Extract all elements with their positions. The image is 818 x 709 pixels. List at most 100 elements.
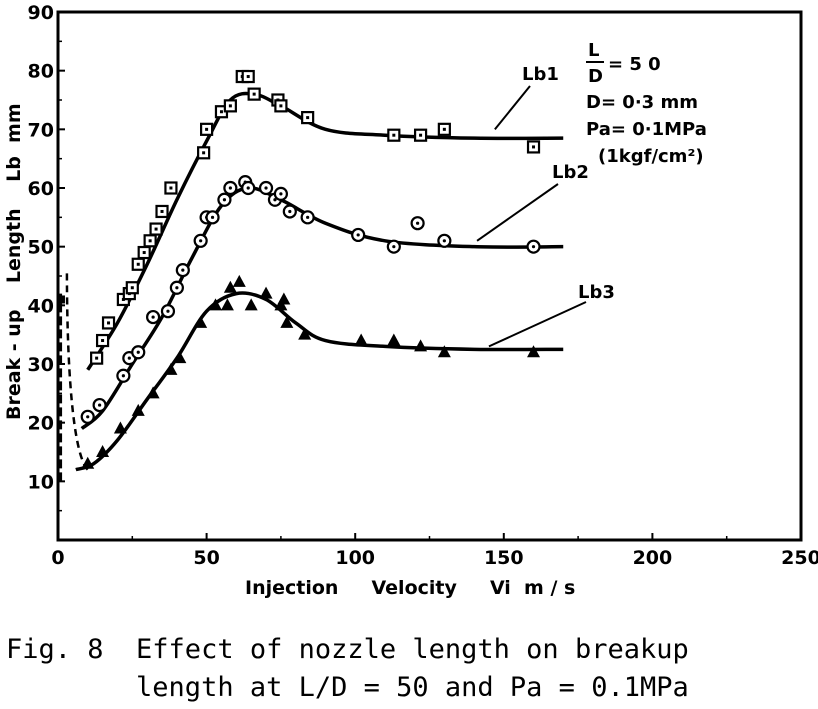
data-point-lb2-dot <box>98 403 102 407</box>
data-point-lb3 <box>131 403 145 416</box>
data-point-lb1-dot <box>228 104 232 108</box>
data-point-lb2-dot <box>151 315 155 319</box>
data-point-lb3 <box>164 362 178 375</box>
data-point-lb2-dot <box>166 309 170 313</box>
x-tick-label: 150 <box>484 547 524 569</box>
data-point-lb1-dot <box>136 262 140 266</box>
data-point-lb3 <box>527 345 541 358</box>
leader-lb2 <box>476 183 559 242</box>
data-point-lb1-dot <box>205 127 209 131</box>
data-point-lb2-dot <box>392 245 396 249</box>
data-point-lb2-dot <box>199 239 203 243</box>
data-point-lb1-dot <box>148 239 152 243</box>
data-point-lb2-dot <box>127 356 131 360</box>
data-point-lb2-dot <box>181 268 185 272</box>
data-point-lb3 <box>298 327 312 340</box>
x-tick-label: 50 <box>193 547 219 569</box>
tick-labels: 0 50 100 150 200 250 10 20 30 40 50 60 70 80 90 <box>28 2 818 569</box>
data-point-lb3 <box>437 345 451 358</box>
data-point-lb3 <box>194 315 208 328</box>
data-point-lb3 <box>209 298 223 311</box>
data-point-lb3 <box>146 386 160 399</box>
y-tick-label: 10 <box>28 471 54 493</box>
data-point-lb1-dot <box>169 186 173 190</box>
figure-caption-line-2: length at L/D = 50 and Pa = 0.1MPa <box>6 672 689 703</box>
data-point-lb1-dot <box>246 75 250 79</box>
series-curve-3 <box>75 291 564 472</box>
data-point-lb2-dot <box>121 374 125 378</box>
series-curve-1 <box>86 91 564 371</box>
data-point-lb1-dot <box>101 339 105 343</box>
y-tick-label: 70 <box>28 119 54 141</box>
data-point-lb3 <box>280 315 294 328</box>
data-point-lb1-dot <box>202 151 206 155</box>
data-point-lb2-dot <box>416 221 420 225</box>
x-tick-label: 0 <box>51 547 64 569</box>
y-tick-label: 60 <box>28 178 54 200</box>
data-point-lb1-dot <box>392 133 396 137</box>
data-point-lb2-dot <box>210 215 215 219</box>
y-tick-label: 90 <box>28 2 54 24</box>
series-label-lb3: Lb3 <box>578 282 615 303</box>
data-point-lb2-dot <box>442 239 446 243</box>
data-point-lb1-dot <box>252 92 256 96</box>
data-point-lb1-dot <box>160 209 164 213</box>
data-point-lb3 <box>113 421 127 434</box>
y-tick-label: 20 <box>28 413 54 435</box>
x-tick-label: 100 <box>335 547 375 569</box>
data-point-lb3 <box>81 456 95 469</box>
y-tick-label: 30 <box>28 354 54 376</box>
pressure-alt-label: (1kgf/cm²) <box>598 146 704 167</box>
series-label-lb1: Lb1 <box>522 64 559 85</box>
data-point-lb3 <box>277 292 291 305</box>
data-point-lb3 <box>387 333 401 346</box>
data-point-lb3 <box>232 274 246 287</box>
data-point-lb2-dot <box>288 209 292 214</box>
x-axis-title: Injection Velocity Vi m / s <box>245 577 575 599</box>
data-point-lb1-dot <box>130 286 134 290</box>
y-tick-label: 80 <box>28 61 54 83</box>
data-point-lb3 <box>354 333 368 346</box>
ld-numerator: L <box>588 40 599 61</box>
data-point-lb1-dot <box>279 104 283 108</box>
leaders <box>476 85 587 348</box>
data-point-lb1-dot <box>219 110 223 114</box>
data-point-lb3 <box>244 298 258 311</box>
data-point-lb1-dot <box>95 356 99 360</box>
ld-denominator: D <box>588 66 603 87</box>
data-point-lb1-dot <box>107 321 111 325</box>
figure-caption-line-1: Fig. 8 Effect of nozzle length on breaku… <box>6 634 689 665</box>
y-tick-label: 50 <box>28 237 54 259</box>
data-point-lb1-dot <box>419 133 423 137</box>
data-point-lb3 <box>414 339 428 352</box>
series-label-lb2: Lb2 <box>552 162 589 183</box>
x-tick-label: 250 <box>781 547 818 569</box>
chart: 0 50 100 150 200 250 10 20 30 40 50 60 70 80 90 Inject… <box>3 2 818 599</box>
data-point-lb3 <box>220 298 234 311</box>
data-point-lb1-dot <box>142 251 146 255</box>
pressure-label: Pa= 0·1MPa <box>586 119 707 140</box>
data-point-lb2-dot <box>356 233 360 237</box>
data-point-lb2-dot <box>228 186 232 190</box>
data-point-lb2-dot <box>531 245 536 249</box>
data-point-lb1-dot <box>532 145 536 149</box>
leader-lb3 <box>488 301 587 348</box>
markers <box>80 69 541 469</box>
data-point-lb2-dot <box>306 215 310 219</box>
data-point-lb3 <box>96 445 110 457</box>
data-point-lb2-dot <box>279 192 283 196</box>
data-point-lb2-dot <box>222 198 227 202</box>
data-point-lb1-dot <box>442 127 446 131</box>
data-point-lb1-dot <box>154 227 158 231</box>
series-labels: Lb1 Lb2 Lb3 <box>522 64 615 303</box>
data-point-lb1-dot <box>306 116 310 120</box>
y-tick-label: 40 <box>28 295 54 317</box>
x-tick-label: 200 <box>633 547 673 569</box>
dashed-curve <box>65 270 89 471</box>
data-point-lb2-dot <box>246 186 250 190</box>
dashed-marker <box>56 295 65 304</box>
data-point-lb3 <box>173 351 187 364</box>
data-point-lb3 <box>259 286 273 299</box>
data-point-lb3 <box>223 280 237 293</box>
data-point-lb2-dot <box>273 198 277 202</box>
